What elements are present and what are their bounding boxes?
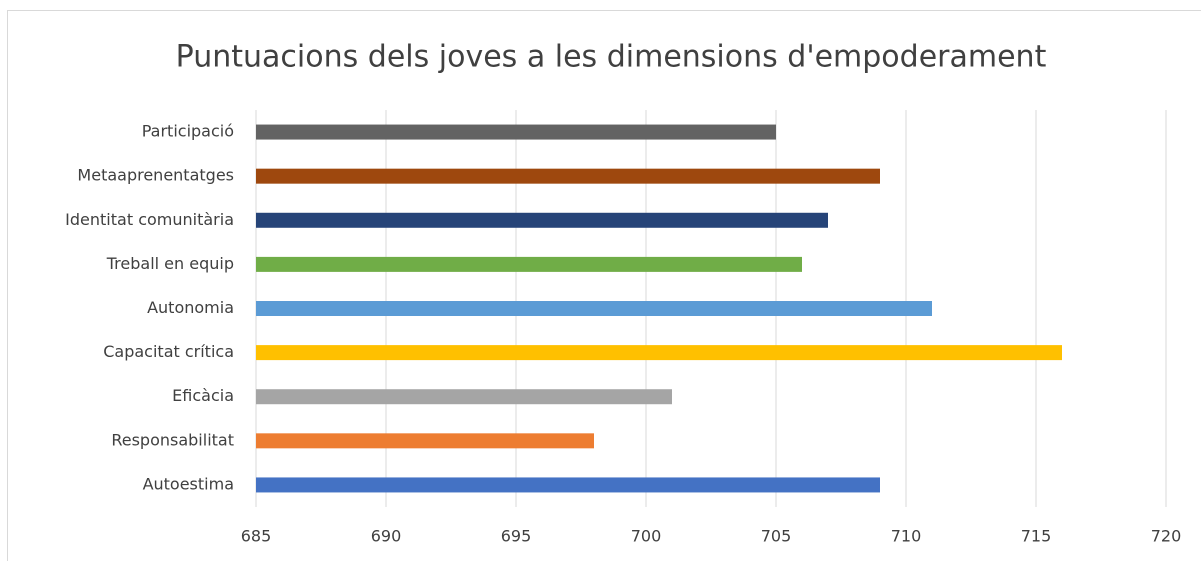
- bar: [256, 345, 1062, 361]
- y-tick-label: Participació: [142, 122, 234, 141]
- x-tick-label: 705: [761, 527, 792, 546]
- x-tick-label: 700: [631, 527, 662, 546]
- bar: [256, 256, 802, 272]
- chart-border: [7, 10, 1201, 561]
- x-tick-label: 720: [1151, 527, 1182, 546]
- bar: [256, 477, 880, 493]
- bar: [256, 433, 594, 449]
- y-tick-label: Capacitat crítica: [103, 342, 234, 361]
- bar: [256, 212, 828, 228]
- bar: [256, 124, 776, 140]
- x-tick-label: 685: [241, 527, 272, 546]
- x-tick-label: 715: [1021, 527, 1052, 546]
- y-tick-label: Identitat comunitària: [65, 210, 234, 229]
- y-tick-label: Responsabilitat: [111, 430, 234, 449]
- x-tick-label: 695: [501, 527, 532, 546]
- x-tick-label: 690: [371, 527, 402, 546]
- x-tick-label: 710: [891, 527, 922, 546]
- y-tick-label: Treball en equip: [106, 254, 234, 273]
- chart-title: Puntuacions dels joves a les dimensions …: [176, 40, 1047, 75]
- y-tick-label: Autonomia: [147, 298, 234, 317]
- bar: [256, 168, 880, 184]
- y-tick-label: Autoestima: [143, 474, 234, 493]
- y-tick-label: Metaaprenentatges: [77, 166, 234, 185]
- bar: [256, 301, 932, 316]
- y-tick-label: Eficàcia: [172, 386, 234, 405]
- bar: [256, 389, 672, 405]
